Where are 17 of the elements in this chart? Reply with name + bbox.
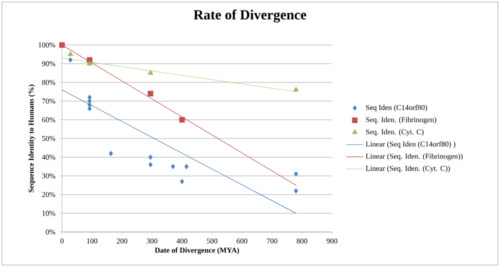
point [184, 164, 189, 170]
point [59, 42, 65, 48]
point [148, 70, 154, 75]
point [86, 60, 92, 66]
point [68, 51, 74, 56]
point [180, 178, 184, 184]
point [68, 57, 72, 63]
point [179, 117, 185, 123]
chart-title: Rate of Divergence [194, 10, 306, 22]
point [148, 154, 153, 160]
point [170, 164, 176, 170]
point [148, 162, 153, 168]
point [294, 188, 298, 194]
point [293, 86, 299, 92]
point [148, 90, 154, 96]
point [108, 150, 113, 156]
point [294, 171, 298, 177]
